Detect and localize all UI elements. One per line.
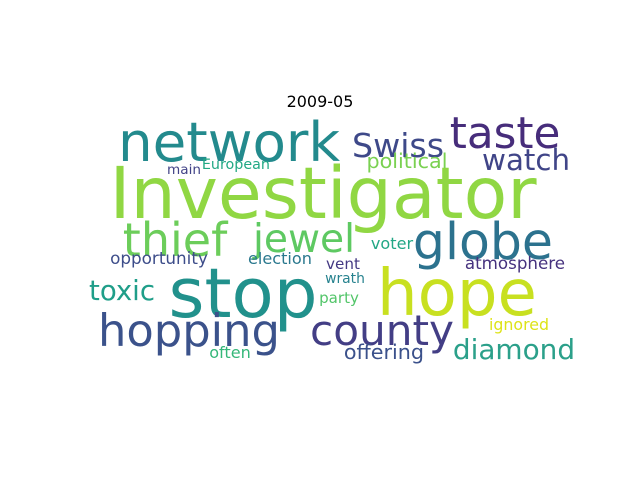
word-taste: taste: [449, 108, 561, 160]
word-voter: voter: [370, 234, 414, 253]
word-vent: vent: [326, 255, 360, 274]
word-hopping: hopping: [98, 303, 280, 357]
word-jewel: jewel: [253, 217, 356, 263]
word-party: party: [319, 288, 359, 307]
word-european: European: [201, 156, 270, 173]
word-main: main: [167, 162, 201, 179]
word-atmosphere: atmosphere: [464, 252, 566, 273]
word-hope: hope: [377, 257, 537, 331]
cloud-title: 2009-05: [286, 92, 354, 111]
word-stop: stop: [168, 253, 318, 334]
word-swiss: Swiss: [352, 126, 445, 166]
word-election: election: [248, 249, 312, 268]
word-wrath: wrath: [325, 271, 365, 287]
word-globe: globe: [412, 211, 553, 271]
word-opportunity: opportunity: [110, 247, 208, 268]
word-offering: offering: [343, 339, 425, 364]
word-thief: thief: [122, 213, 228, 267]
word-network: network: [118, 109, 341, 174]
word-cloud: Investigator stop hope network taste glo…: [80, 109, 575, 368]
word-diamond: diamond: [452, 333, 576, 366]
word-ignored: ignored: [489, 315, 549, 335]
word-toxic: toxic: [89, 274, 156, 308]
word-county: county: [310, 305, 454, 355]
word-investigator: Investigator: [109, 152, 537, 236]
word-political: political: [366, 148, 448, 173]
word-often: often: [209, 343, 251, 362]
word-watch: watch: [482, 143, 571, 178]
